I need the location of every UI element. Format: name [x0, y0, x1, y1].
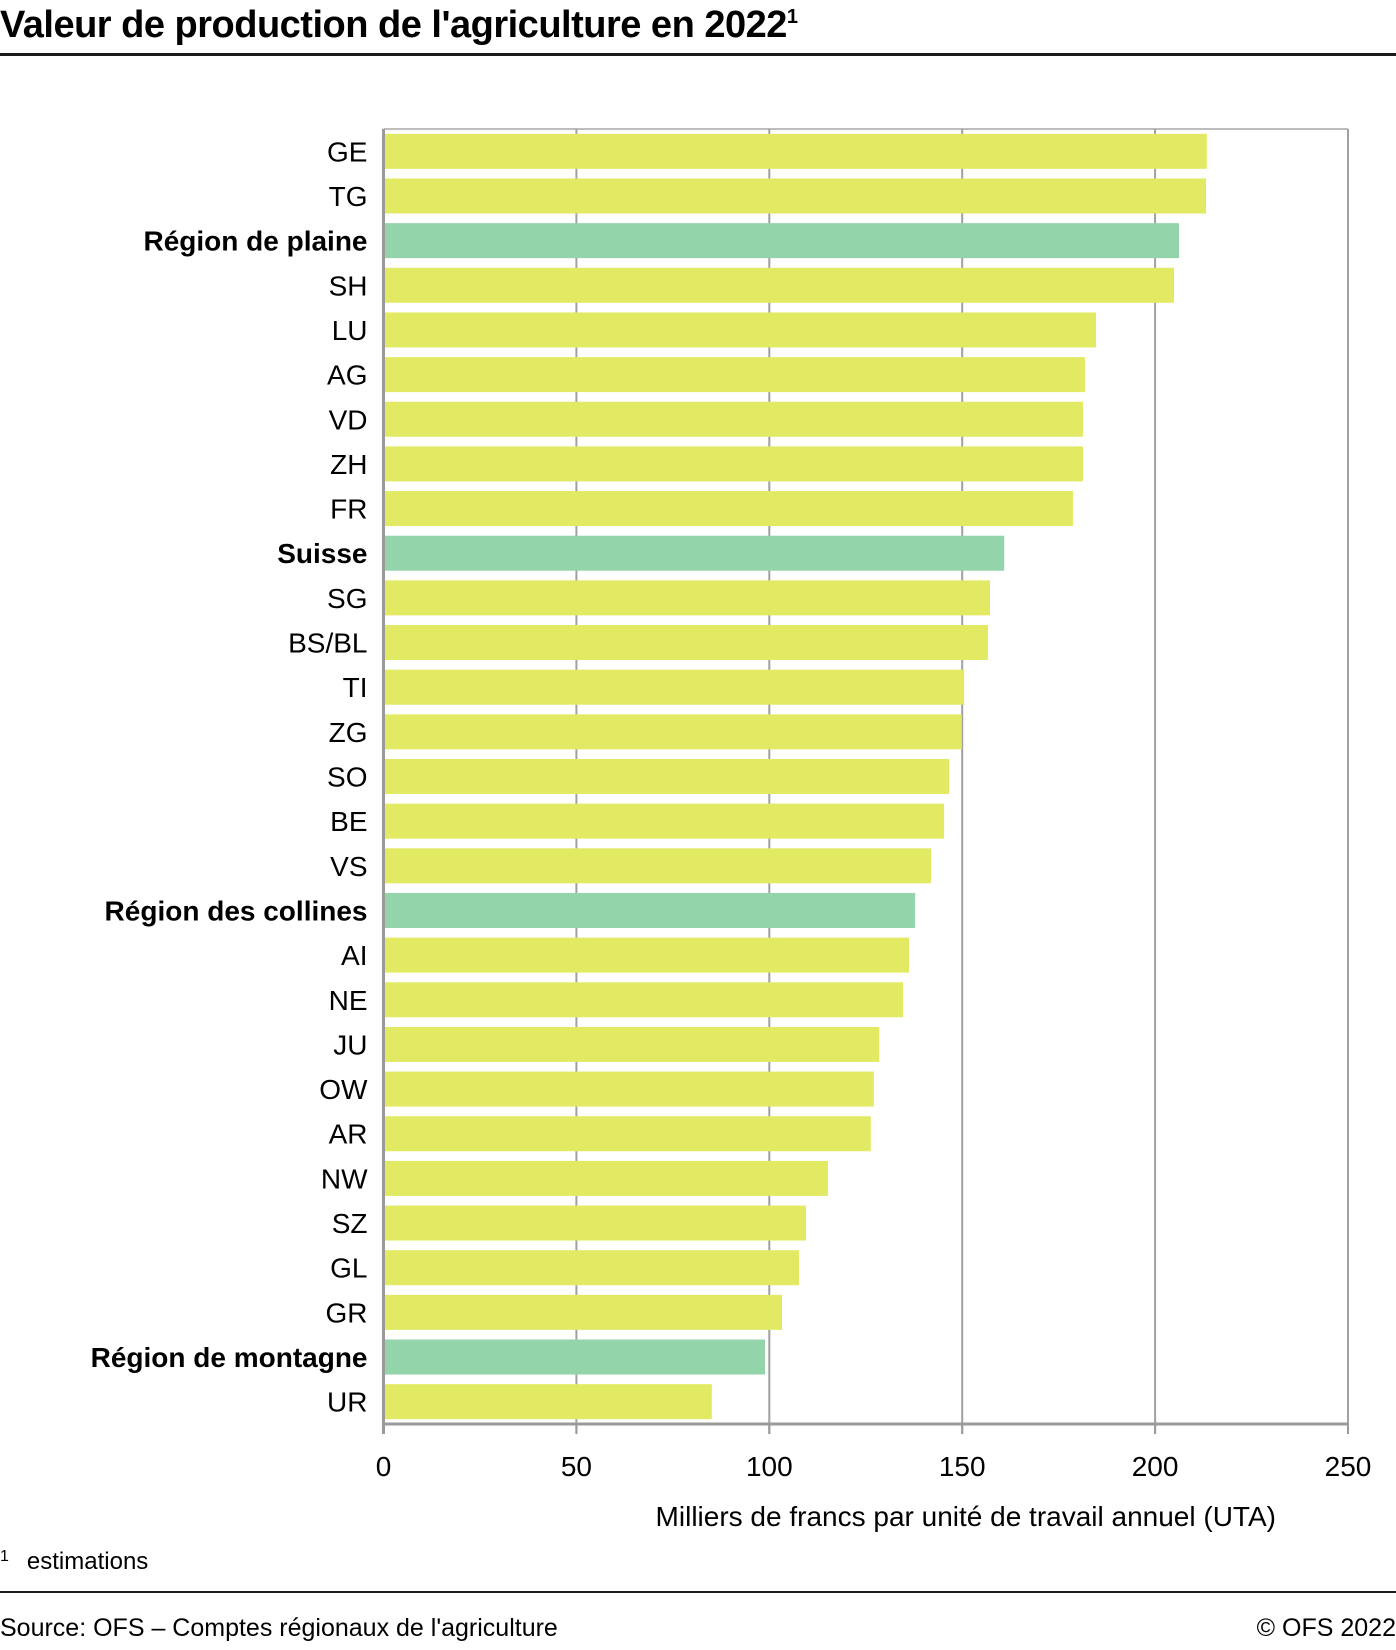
category-label: SG: [327, 583, 367, 614]
source-text: Source: OFS – Comptes régionaux de l'agr…: [0, 1614, 558, 1642]
bar-be: [383, 803, 945, 839]
chart-title: Valeur de production de l'agriculture en…: [0, 4, 798, 47]
bar-r-gion-de-plaine: [383, 223, 1180, 259]
bar-so: [383, 759, 950, 794]
chart-title-text: Valeur de production de l'agriculture en…: [0, 4, 787, 46]
bar-suisse: [383, 535, 1005, 571]
footer-rule: [0, 1591, 1396, 1593]
bar-nw: [383, 1160, 828, 1196]
category-label: SO: [327, 762, 367, 793]
category-label: SZ: [332, 1208, 368, 1239]
copyright-text: © OFS 2022: [1256, 1614, 1396, 1642]
category-label: VS: [330, 851, 367, 882]
category-label: AR: [329, 1119, 368, 1150]
category-label: GE: [327, 136, 367, 167]
footnote-mark: 1: [0, 1548, 9, 1565]
bar-ge: [383, 133, 1207, 169]
category-label: SH: [329, 270, 368, 301]
bar-lu: [383, 312, 1097, 348]
category-label: AI: [341, 940, 367, 971]
title-rule: [0, 53, 1396, 56]
footnote: 1 estimations: [0, 1548, 148, 1576]
bar-r-gion-des-collines: [383, 892, 916, 928]
title-footnote-mark: 1: [786, 6, 798, 28]
bar-zh: [383, 446, 1083, 482]
bar-gr: [383, 1294, 783, 1330]
category-label: NW: [321, 1163, 368, 1194]
x-tick-label: 0: [376, 1451, 392, 1482]
category-label: FR: [330, 494, 367, 525]
footnote-text: estimations: [26, 1548, 149, 1575]
category-label: Suisse: [277, 538, 367, 569]
category-label: Région de plaine: [143, 226, 367, 257]
bar-vd: [383, 401, 1083, 437]
bar-zg: [383, 714, 962, 750]
bar-ow: [383, 1071, 874, 1107]
bar-ur: [383, 1384, 712, 1420]
category-label: BE: [330, 806, 367, 837]
x-axis-title: Milliers de francs par unité de travail …: [656, 1501, 1276, 1532]
bar-ai: [383, 937, 909, 973]
bar-ju: [383, 1026, 880, 1062]
bar-bs-bl: [383, 625, 989, 661]
bar-r-gion-de-montagne: [383, 1339, 766, 1375]
x-tick-label: 250: [1325, 1451, 1372, 1482]
category-label: Région de montagne: [91, 1342, 368, 1373]
bar-ne: [383, 982, 904, 1018]
x-tick-label: 150: [939, 1451, 986, 1482]
bar-gl: [383, 1250, 800, 1286]
category-label: ZH: [330, 449, 367, 480]
category-label: ZG: [329, 717, 368, 748]
category-label: NE: [329, 985, 368, 1016]
bar-ti: [383, 669, 965, 705]
bar-tg: [383, 178, 1207, 214]
category-label: TI: [343, 672, 368, 703]
category-label: UR: [327, 1387, 367, 1418]
bar-sz: [383, 1205, 806, 1241]
x-tick-label: 200: [1132, 1451, 1179, 1482]
bar-sg: [383, 580, 990, 616]
bar-chart: GE TG Région de plaine SH LU AG VD ZH FR Suisse SG…: [91, 128, 1372, 1532]
category-label: GR: [326, 1297, 368, 1328]
bar-vs: [383, 848, 931, 884]
bar-fr: [383, 491, 1073, 527]
category-label: AG: [327, 360, 367, 391]
category-label: JU: [333, 1029, 367, 1060]
bar-ag: [383, 357, 1085, 393]
category-label: LU: [332, 315, 368, 346]
category-label: GL: [330, 1253, 367, 1284]
category-label: VD: [329, 404, 368, 435]
category-label: TG: [329, 181, 368, 212]
bar-sh: [383, 267, 1175, 303]
category-label: OW: [319, 1074, 368, 1105]
category-label: Région des collines: [105, 895, 368, 926]
bar-ar: [383, 1116, 871, 1152]
x-tick-label: 100: [746, 1451, 793, 1482]
x-tick-label: 50: [561, 1451, 592, 1482]
category-label: BS/BL: [288, 628, 367, 659]
